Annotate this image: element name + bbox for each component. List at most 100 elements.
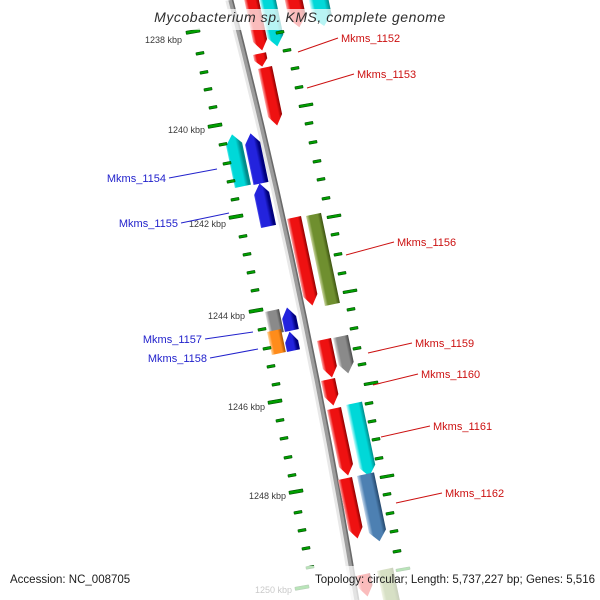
plot-dash: [392, 549, 402, 554]
plot-dash: [267, 398, 283, 405]
gene-label-leader-line: [345, 241, 395, 256]
status-summary: Topology: circular; Length: 5,737,227 bp…: [314, 574, 595, 586]
gene-label-leader-line: [380, 425, 431, 438]
plot-dash: [185, 28, 201, 35]
gene-arrow[interactable]: [254, 183, 277, 228]
gene-label: Mkms_1160: [421, 369, 480, 381]
gene-label: Mkms_1162: [445, 488, 504, 500]
page-title: Mycobacterium sp. KMS, complete genome: [154, 9, 446, 25]
gene-label: Mkms_1161: [433, 421, 492, 433]
plot-dash: [228, 213, 244, 220]
plot-dash: [287, 473, 297, 478]
gene-arrow[interactable]: [267, 329, 286, 355]
plot-dash: [371, 437, 381, 442]
plot-dash: [333, 252, 343, 257]
plot-dash: [357, 362, 367, 367]
plot-dash: [321, 196, 331, 201]
plot-dash: [218, 142, 228, 147]
gene-label-leader-line: [372, 373, 419, 386]
gene-label: Mkms_1155: [119, 218, 178, 230]
plot-dash: [346, 307, 356, 312]
gene-label-leader-line: [180, 212, 230, 224]
plot-dash: [308, 140, 318, 145]
gene-label-leader-line: [306, 73, 355, 89]
scale-tick-label: 1242 kbp: [189, 219, 226, 229]
genome-axis: [231, 0, 360, 600]
plot-dash: [294, 85, 304, 90]
gene-arrow[interactable]: [357, 472, 386, 542]
gene-label: Mkms_1154: [107, 173, 166, 185]
plot-dash: [230, 197, 240, 202]
gene-arrow[interactable]: [245, 133, 269, 185]
plot-dash: [222, 161, 232, 166]
plot-dash: [326, 213, 342, 220]
scale-tick-label: 1248 kbp: [249, 491, 286, 501]
gene-label: Mkms_1153: [357, 69, 416, 81]
plot-dash: [199, 70, 209, 75]
gene-arrow[interactable]: [282, 307, 299, 332]
gene-label-leader-line: [209, 348, 259, 359]
plot-dash: [266, 364, 276, 369]
plot-dash: [352, 346, 362, 351]
plot-dash: [304, 121, 314, 126]
gene-label: Mkms_1158: [148, 353, 207, 365]
gene-arrow[interactable]: [333, 334, 354, 374]
gene-arrow[interactable]: [258, 66, 283, 126]
plot-dash: [301, 546, 311, 551]
gene-label: Mkms_1152: [341, 33, 400, 45]
gene-arrow[interactable]: [327, 407, 353, 476]
plot-dash: [389, 529, 399, 534]
plot-dash: [379, 473, 395, 480]
plot-dash: [342, 288, 358, 295]
plot-dash: [316, 177, 326, 182]
plot-dash: [293, 510, 303, 515]
gene-label-leader-line: [168, 168, 218, 179]
gene-arrow[interactable]: [285, 331, 300, 352]
plot-dash: [238, 234, 248, 239]
genome-axis: [228, 0, 359, 600]
scale-tick-label: 1240 kbp: [168, 125, 205, 135]
scale-tick-label: 1246 kbp: [228, 402, 265, 412]
gene-arrow[interactable]: [287, 216, 318, 306]
scale-tick-label: 1238 kbp: [145, 35, 182, 45]
plot-dash: [382, 492, 392, 497]
plot-dash: [250, 288, 260, 293]
plot-dash: [275, 30, 285, 35]
gene-arrow[interactable]: [321, 378, 339, 406]
plot-dash: [262, 346, 272, 351]
plot-dash: [208, 105, 218, 110]
plot-dash: [367, 419, 377, 424]
gene-label-leader-line: [395, 492, 443, 504]
gene-arrow[interactable]: [338, 477, 363, 539]
gene-arrow[interactable]: [265, 309, 284, 335]
plot-dash: [275, 418, 285, 423]
gene-label-leader-line: [367, 342, 413, 354]
plot-dash: [246, 270, 256, 275]
plot-dash: [312, 159, 322, 164]
plot-dash: [385, 511, 395, 516]
gene-arrow[interactable]: [253, 52, 268, 67]
plot-dash: [298, 102, 314, 109]
plot-dash: [290, 66, 300, 71]
plot-dash: [288, 488, 304, 495]
plot-dash: [337, 271, 347, 276]
gene-arrow[interactable]: [346, 401, 376, 477]
plot-dash: [271, 382, 281, 387]
scale-tick-label: 1244 kbp: [208, 311, 245, 321]
plot-dash: [330, 232, 340, 237]
gene-label-leader-line: [204, 331, 254, 340]
gene-arrow[interactable]: [306, 212, 340, 306]
plot-dash: [242, 252, 252, 257]
plot-dash: [363, 380, 379, 387]
plot-dash: [203, 87, 213, 92]
gene-arrow[interactable]: [226, 134, 251, 188]
plot-dash: [282, 48, 292, 53]
gene-arrow[interactable]: [317, 338, 337, 378]
plot-dash: [364, 401, 374, 406]
plot-dash: [226, 179, 236, 184]
plot-dash: [349, 326, 359, 331]
overlay-band: [0, 566, 600, 600]
gene-label: Mkms_1159: [415, 338, 474, 350]
